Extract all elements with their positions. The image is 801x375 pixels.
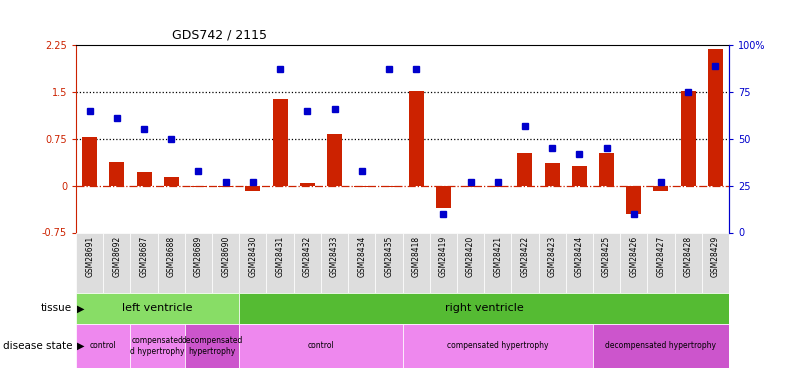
Bar — [294, 232, 321, 292]
Bar — [436, 186, 451, 207]
Text: GSM28422: GSM28422 — [521, 236, 529, 277]
Bar — [620, 232, 647, 292]
Bar — [702, 232, 729, 292]
Bar — [76, 292, 239, 324]
Text: control: control — [90, 341, 117, 350]
Text: GDS742 / 2115: GDS742 / 2115 — [172, 28, 268, 41]
Bar — [647, 232, 674, 292]
Bar — [327, 134, 342, 186]
Bar — [409, 91, 424, 186]
Text: GSM28690: GSM28690 — [221, 236, 230, 277]
Text: GSM28418: GSM28418 — [412, 236, 421, 277]
Text: GSM28430: GSM28430 — [248, 236, 257, 277]
Bar — [300, 183, 315, 186]
Text: GSM28423: GSM28423 — [548, 236, 557, 277]
Bar — [599, 153, 614, 186]
Bar — [429, 232, 457, 292]
Bar — [83, 137, 97, 186]
Bar — [381, 186, 396, 187]
Text: GSM28434: GSM28434 — [357, 236, 366, 277]
Bar — [566, 232, 593, 292]
Bar — [267, 232, 294, 292]
Bar — [402, 324, 593, 368]
Text: compensated
d hypertrophy: compensated d hypertrophy — [131, 336, 185, 356]
Bar — [131, 324, 185, 368]
Text: control: control — [308, 341, 334, 350]
Text: ▶: ▶ — [77, 303, 84, 313]
Text: right ventricle: right ventricle — [445, 303, 524, 313]
Text: ▶: ▶ — [77, 341, 84, 351]
Bar — [272, 99, 288, 186]
Bar — [511, 232, 538, 292]
Bar — [321, 232, 348, 292]
Bar — [137, 172, 151, 186]
Bar — [239, 292, 729, 324]
Text: compensated hypertrophy: compensated hypertrophy — [447, 341, 549, 350]
Text: GSM28687: GSM28687 — [139, 236, 149, 277]
Bar — [484, 232, 511, 292]
Bar — [490, 186, 505, 187]
Text: GSM28431: GSM28431 — [276, 236, 284, 277]
Bar — [131, 232, 158, 292]
Bar — [517, 153, 533, 186]
Text: GSM28419: GSM28419 — [439, 236, 448, 277]
Bar — [76, 232, 103, 292]
Bar — [164, 177, 179, 186]
Bar — [457, 232, 484, 292]
Bar — [239, 232, 267, 292]
Bar — [110, 162, 124, 186]
Text: GSM28427: GSM28427 — [656, 236, 666, 277]
Bar — [218, 186, 233, 187]
Bar — [103, 232, 131, 292]
Text: disease state: disease state — [2, 341, 72, 351]
Bar — [593, 324, 729, 368]
Bar — [654, 186, 668, 190]
Bar — [245, 186, 260, 190]
Text: GSM28688: GSM28688 — [167, 236, 175, 277]
Bar — [545, 162, 560, 186]
Text: left ventricle: left ventricle — [123, 303, 193, 313]
Text: GSM28689: GSM28689 — [194, 236, 203, 277]
Bar — [212, 232, 239, 292]
Text: decompensated hypertrophy: decompensated hypertrophy — [606, 341, 716, 350]
Bar — [402, 232, 429, 292]
Text: GSM28432: GSM28432 — [303, 236, 312, 277]
Bar — [239, 324, 402, 368]
Bar — [681, 91, 695, 186]
Bar — [538, 232, 566, 292]
Text: GSM28692: GSM28692 — [112, 236, 122, 277]
Bar — [76, 324, 131, 368]
Bar — [463, 186, 478, 187]
Bar — [674, 232, 702, 292]
Text: GSM28421: GSM28421 — [493, 236, 502, 277]
Text: GSM28424: GSM28424 — [575, 236, 584, 277]
Text: tissue: tissue — [41, 303, 72, 313]
Bar — [158, 232, 185, 292]
Bar — [593, 232, 620, 292]
Bar — [348, 232, 376, 292]
Bar — [572, 166, 587, 186]
Bar — [191, 186, 206, 187]
Bar — [708, 50, 723, 186]
Text: decompensated
hypertrophy: decompensated hypertrophy — [181, 336, 243, 356]
Text: GSM28426: GSM28426 — [630, 236, 638, 277]
Bar — [185, 324, 239, 368]
Text: GSM28429: GSM28429 — [710, 236, 720, 277]
Bar — [185, 232, 212, 292]
Text: GSM28433: GSM28433 — [330, 236, 339, 277]
Text: GSM28435: GSM28435 — [384, 236, 393, 277]
Bar — [376, 232, 402, 292]
Text: GSM28420: GSM28420 — [466, 236, 475, 277]
Text: GSM28428: GSM28428 — [683, 236, 693, 277]
Bar — [354, 186, 369, 187]
Text: GSM28691: GSM28691 — [85, 236, 95, 277]
Bar — [626, 186, 641, 214]
Text: GSM28425: GSM28425 — [602, 236, 611, 277]
